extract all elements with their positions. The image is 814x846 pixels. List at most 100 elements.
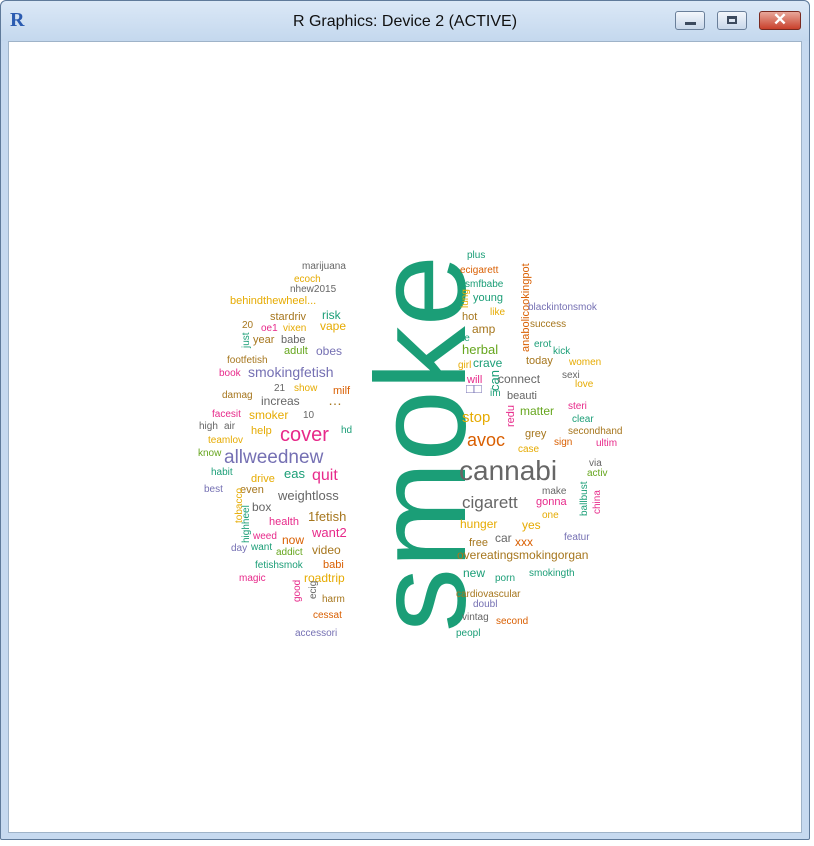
word-term: smokingth [529,568,575,579]
word-term: footfetish [227,355,268,366]
graphics-canvas: smoke cannabi cigarett allweednew cover avoc q… [8,41,802,833]
word-term: 1fetish [308,509,346,524]
word-term: second [496,616,528,627]
word-term: activ [587,468,608,479]
word-term: smokingfetish [248,364,334,380]
word-term: oe1 [261,323,278,334]
maximize-icon [727,16,737,24]
word-term: ecig [308,581,319,599]
word-term: vape [320,319,346,333]
word-term: … [328,392,342,408]
word-term: stardriv [270,311,307,323]
word-term: allweednew [224,447,324,468]
word-term: obes [316,344,342,358]
word-term: lite [457,333,470,344]
word-term: today [526,355,553,367]
word-term: cover [280,424,329,446]
word-term: new [463,566,485,580]
word-term: ballbust [579,481,590,516]
word-term: fetishsmok [255,560,304,571]
word-term: behindthewheel... [230,295,316,307]
word-term: smfbabe [465,279,504,290]
word-term: damag [222,390,253,401]
word-term: erot [534,339,551,350]
word-term: grey [525,428,547,440]
word-term: good [292,580,303,602]
word-term: even [240,484,264,496]
word-term: year [253,334,275,346]
word-term: high [199,421,218,432]
word-term: peopl [456,628,480,639]
word-term: will [466,374,482,386]
word-term: yes [522,518,541,532]
word-term: cigarett [462,493,518,512]
word-term: box [252,500,271,514]
word-term: health [269,516,299,528]
word-term: gonna [536,496,567,508]
word-term: steri [568,401,587,412]
word-term: roadtrip [304,571,345,585]
word-term: sexi [562,370,580,381]
word-term: im [490,388,501,399]
word-term: best [204,484,223,495]
word-term: case [518,444,540,455]
word-term: habit [211,467,233,478]
word-term: book [219,368,242,379]
word-term: video [312,543,341,557]
word-term: hunger [460,517,497,531]
word-term: teamlov [208,435,243,446]
word-term: make [542,486,567,497]
word-term: lung [460,289,471,308]
word-center: smoke [350,255,493,632]
word-term: sign [554,437,572,448]
word-term: vintag [462,612,489,623]
word-term: drive [251,473,275,485]
word-term: can [487,370,502,391]
word-term: beauti [507,390,537,402]
word-term: avoc [467,430,505,450]
word-term: vixen [283,323,306,334]
word-term: increas [261,394,300,408]
word-term: accessori [295,628,337,639]
word-term: weightloss [277,488,339,503]
word-term: highheel [241,505,252,543]
maximize-button[interactable] [717,11,747,30]
word-term: ultim [596,438,617,449]
word-term: harm [322,594,345,605]
word-term: redu [505,405,517,427]
word-term: 10 [303,410,315,421]
word-term: young [473,292,503,304]
word-term: show [294,383,318,394]
word-term: adult [284,345,308,357]
word-term: risk [322,308,342,322]
word-term: cessat [313,610,342,621]
word-term: one [542,510,559,521]
word-term: love [575,379,594,390]
word-term: secondhand [568,426,623,437]
word-term: babe [281,334,305,346]
word-term: addict [276,547,303,558]
word-term: overeatingsmokingorgan [457,548,588,562]
word-term: cardiovascular [456,589,521,600]
word-term: marijuana [302,261,346,272]
word-term: smoker [249,408,288,422]
word-term: magic [239,573,266,584]
word-term: featur [564,532,590,543]
word-term: milf [333,385,351,397]
word-term: 21 [274,383,286,394]
word-term: stop [462,409,490,426]
minimize-button[interactable] [675,11,705,30]
word-term: car [495,531,512,545]
word-term: porn [495,573,515,584]
word-term: hot [462,311,477,323]
word-term: babi [323,559,344,571]
word-term: tobacco [234,488,245,523]
word-term: via [589,458,602,469]
word-term: now [282,533,304,547]
close-button[interactable]: ✕ [759,10,801,30]
word-term: eas [284,466,305,481]
word-term: xxx [515,535,533,549]
word-term: anabolicookingpot [520,263,532,352]
